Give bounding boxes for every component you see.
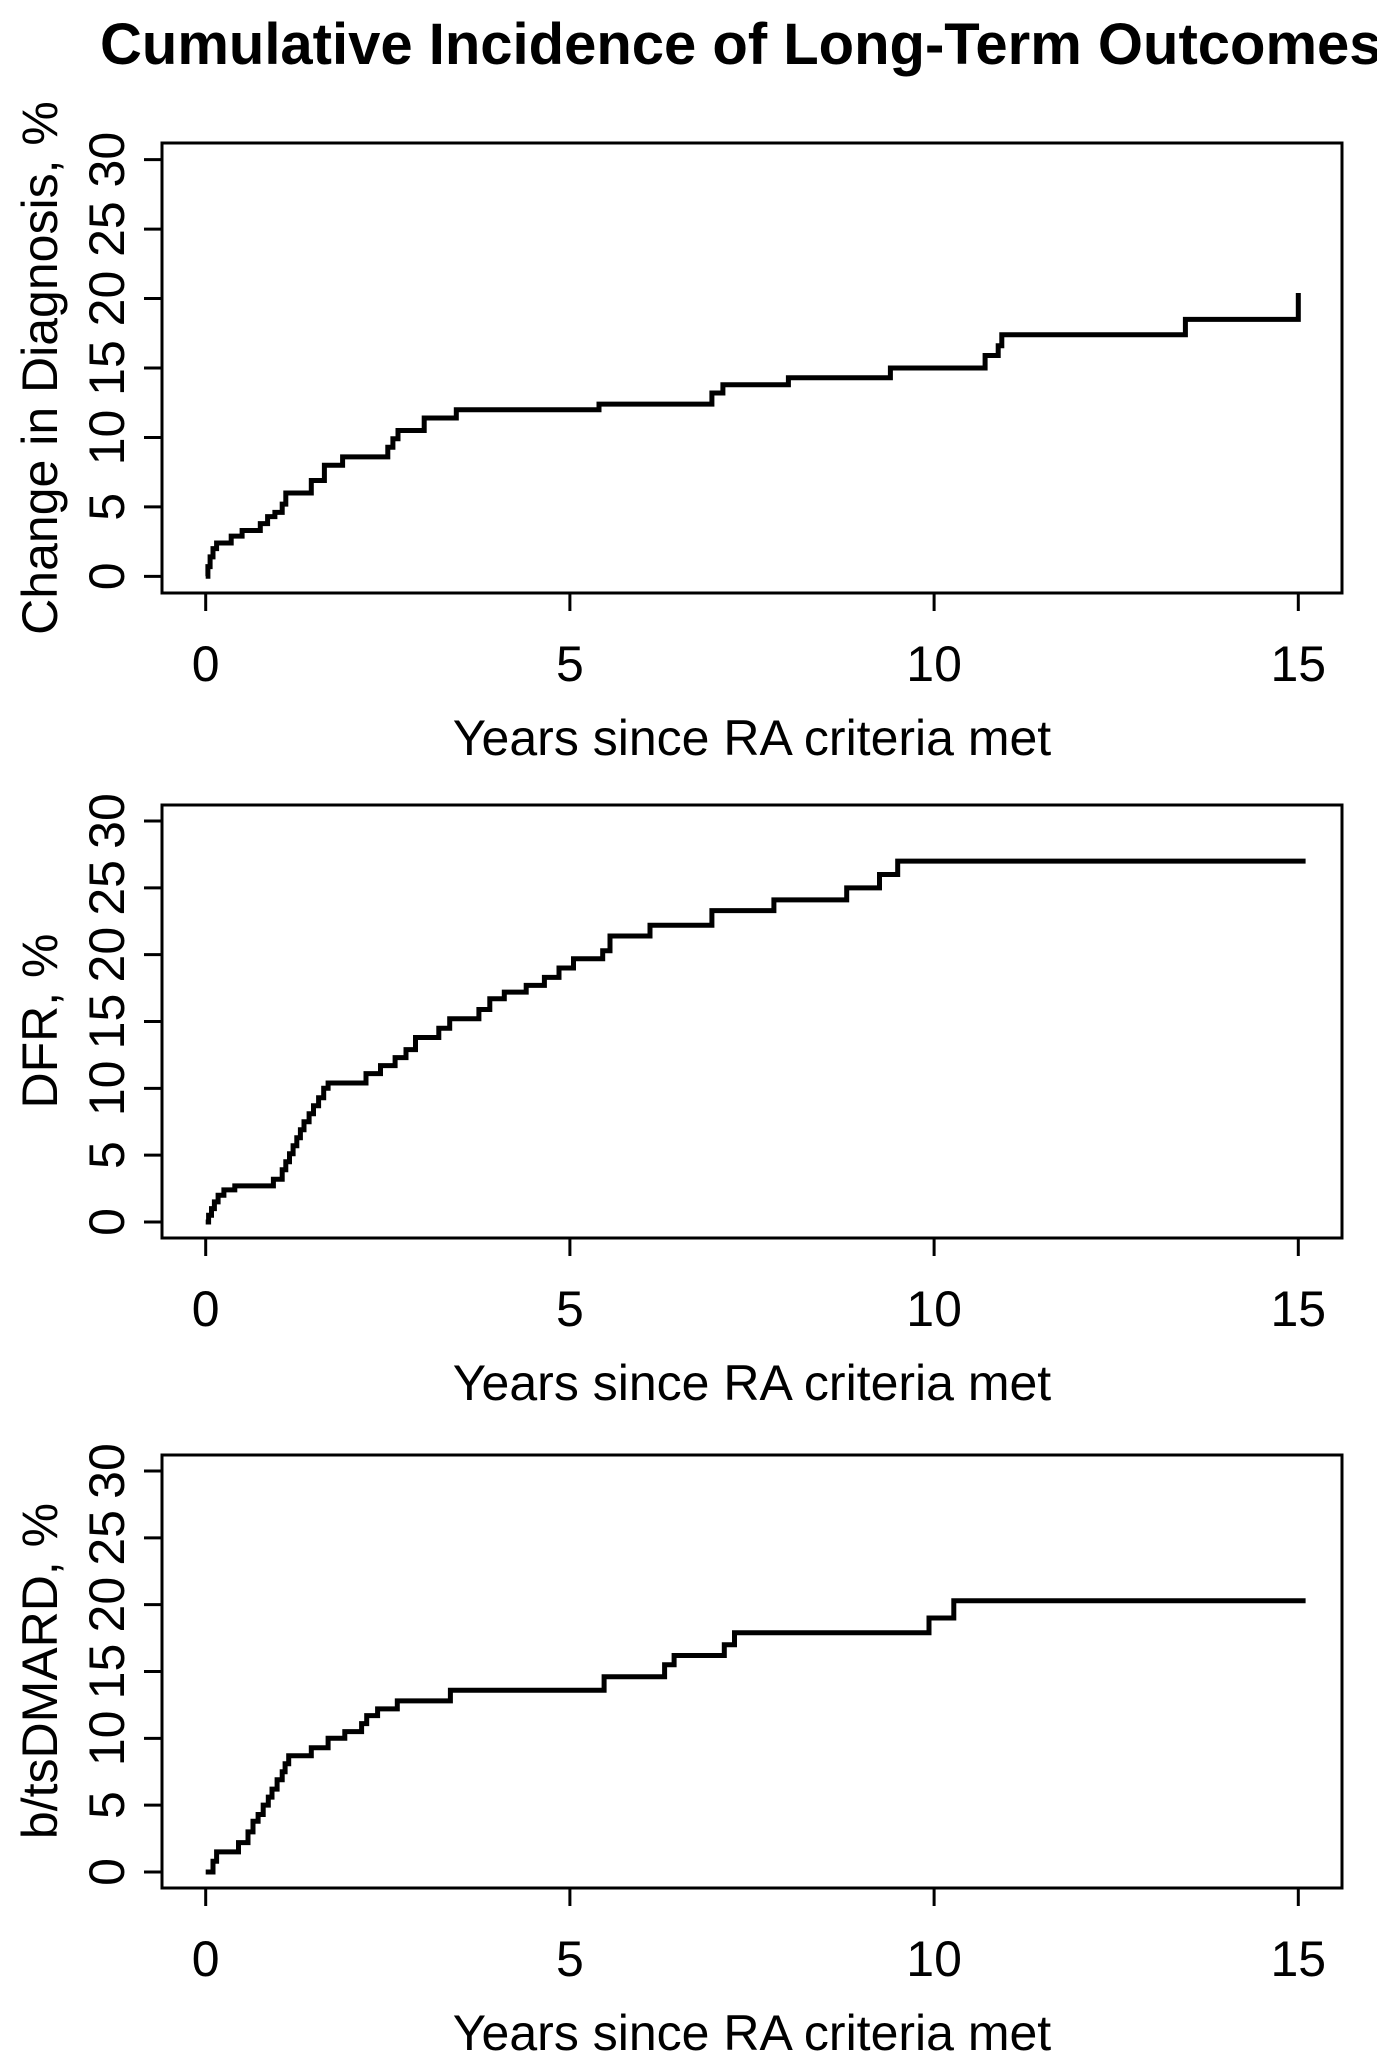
y-tick-label-change-in-diagnosis-30: 30 (79, 132, 135, 188)
y-tick-label-b-tsdmard-20: 20 (79, 1577, 135, 1633)
y-tick-label-b-tsdmard-10: 10 (79, 1711, 135, 1767)
y-tick-label-dfr-5: 5 (79, 1141, 135, 1169)
y-tick-label-b-tsdmard-5: 5 (79, 1791, 135, 1819)
x-tick-label-b-tsdmard-10: 10 (906, 1931, 962, 1987)
y-tick-label-dfr-20: 20 (79, 927, 135, 983)
y-axis-label-text-panel-3: b/tsDMARD, % (12, 1502, 68, 1840)
y-tick-label-b-tsdmard-15: 15 (79, 1644, 135, 1700)
x-tick-label-b-tsdmard-15: 15 (1270, 1931, 1326, 1987)
x-tick-label-b-tsdmard-0: 0 (192, 1931, 220, 1987)
x-axis-label-panel-2: Years since RA criteria met (452, 1355, 1052, 1411)
step-curve-dfr (205, 858, 1306, 1225)
x-axis-label-panel-3: Years since RA criteria met (452, 2005, 1052, 2061)
y-tick-label-dfr-0: 0 (79, 1208, 135, 1236)
y-tick-label-change-in-diagnosis-5: 5 (79, 493, 135, 521)
panel-change-in-diagnosis: 0 5 10 15 20 25 30 0 5 10 15 (79, 132, 1344, 692)
panel-b-tsdmard: 0 5 10 15 20 25 30 0 5 10 15 (79, 1443, 1344, 1987)
x-tick-label-dfr-10: 10 (906, 1281, 962, 1337)
plot-box-change-in-diagnosis (160, 141, 1344, 595)
y-tick-label-change-in-diagnosis-25: 25 (79, 201, 135, 257)
panel-dfr: 0 5 10 15 20 25 30 0 5 10 15 (79, 793, 1344, 1337)
y-tick-label-change-in-diagnosis-15: 15 (79, 340, 135, 396)
x-tick-label-change-in-diagnosis-10: 10 (906, 636, 962, 692)
step-curve-change-in-diagnosis (205, 293, 1301, 579)
y-tick-label-dfr-25: 25 (79, 860, 135, 916)
x-tick-label-dfr-15: 15 (1270, 1281, 1326, 1337)
x-tick-label-dfr-0: 0 (192, 1281, 220, 1337)
y-tick-label-dfr-10: 10 (79, 1061, 135, 1117)
x-axis-label-panel-1: Years since RA criteria met (452, 710, 1052, 766)
x-tick-label-b-tsdmard-5: 5 (556, 1931, 584, 1987)
y-axis-label-text-panel-2: DFR, % (12, 933, 68, 1109)
y-tick-label-b-tsdmard-25: 25 (79, 1510, 135, 1566)
y-tick-label-b-tsdmard-30: 30 (79, 1443, 135, 1499)
y-tick-label-change-in-diagnosis-0: 0 (79, 562, 135, 590)
chart-title: Cumulative Incidence of Long-Term Outcom… (100, 12, 1377, 77)
x-tick-label-change-in-diagnosis-0: 0 (192, 636, 220, 692)
x-tick-label-change-in-diagnosis-5: 5 (556, 636, 584, 692)
x-tick-label-change-in-diagnosis-15: 15 (1270, 636, 1326, 692)
x-tick-label-dfr-5: 5 (556, 1281, 584, 1337)
y-tick-label-dfr-30: 30 (79, 793, 135, 849)
y-axis-label-text-panel-1: Change in Diagnosis, % (12, 101, 68, 635)
y-tick-label-change-in-diagnosis-10: 10 (79, 410, 135, 466)
y-tick-label-dfr-15: 15 (79, 994, 135, 1050)
step-curve-b-tsdmard (205, 1598, 1306, 1875)
y-tick-label-change-in-diagnosis-20: 20 (79, 271, 135, 327)
y-tick-label-b-tsdmard-0: 0 (79, 1858, 135, 1886)
plot-box-dfr (160, 803, 1344, 1240)
plot-box-b-tsdmard (160, 1453, 1344, 1890)
